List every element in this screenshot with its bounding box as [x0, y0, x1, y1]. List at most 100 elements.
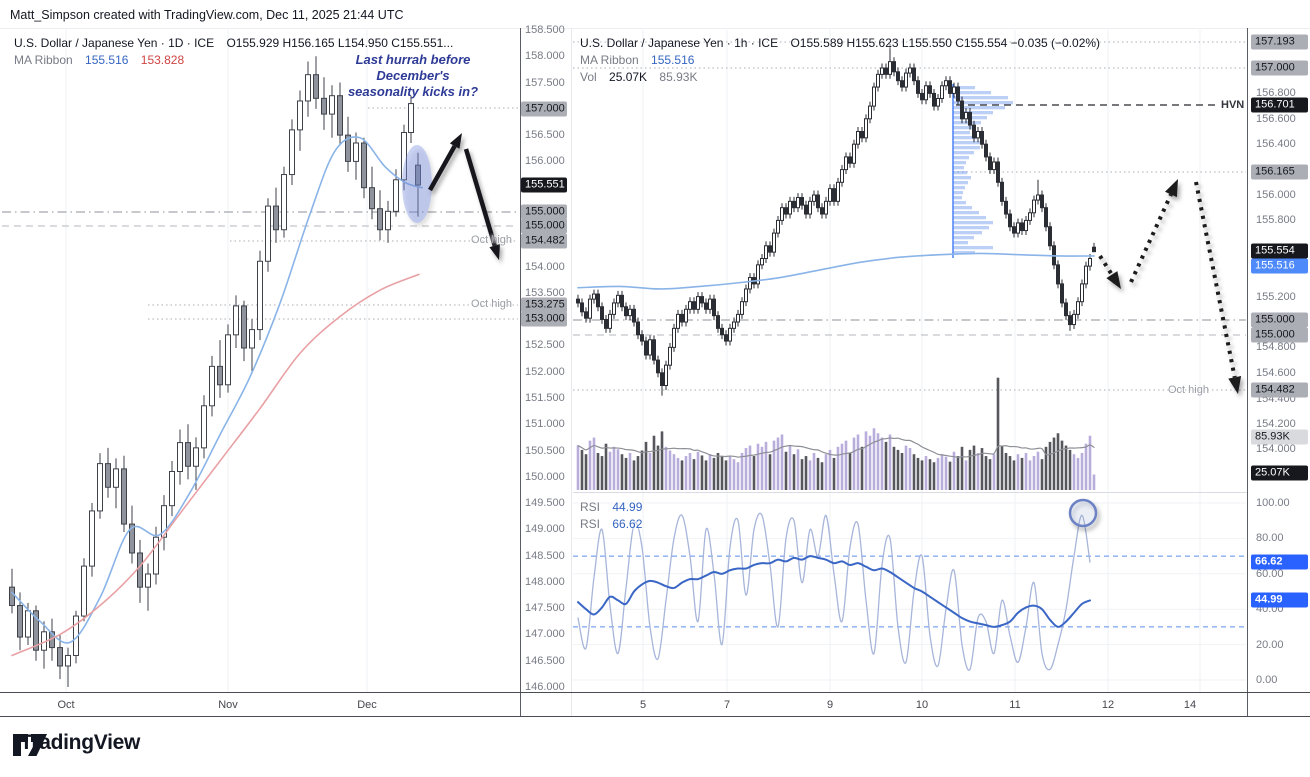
seasonality-annotation[interactable]: Last hurrah before December's seasonalit…: [347, 52, 479, 99]
right-price-label: 154.800: [1256, 341, 1296, 353]
left-price-label: 152.000: [525, 366, 565, 378]
left-price-badge: 155.551: [521, 177, 567, 193]
volume-label: Vol: [580, 70, 597, 84]
right-price-label: 155.200: [1256, 291, 1296, 303]
left-ma-fast-value: 155.516: [85, 53, 129, 67]
right-price-badge: 156.165: [1251, 164, 1308, 180]
left-price-label: 149.500: [525, 497, 565, 509]
left-price-label: 148.000: [525, 576, 565, 588]
left-ma-slow-value: 153.828: [140, 53, 185, 67]
right-price-label: 156.600: [1256, 113, 1296, 125]
right-symbol-title: U.S. Dollar / Japanese Yen · 1h · ICE: [580, 36, 779, 50]
left-price-label: 156.500: [525, 129, 565, 141]
right-price-label: 20.00: [1256, 639, 1284, 651]
left-price-label: 154.000: [525, 261, 565, 273]
rsi-label-2: RSI: [580, 517, 601, 531]
left-price-badge: 155.000: [521, 204, 567, 220]
left-price-label: 149.000: [525, 523, 565, 535]
time-tick: 11: [1009, 699, 1021, 711]
oct-high-label-lower: Oct high: [471, 298, 512, 310]
right-price-badge: 156.701: [1251, 97, 1308, 113]
time-tick: Dec: [357, 699, 377, 711]
right-price-badge: 155.000: [1251, 327, 1308, 343]
tradingview-brand[interactable]: TradingView: [12, 731, 141, 756]
right-price-label: 155.800: [1256, 214, 1296, 226]
right-price-label: 80.00: [1256, 532, 1284, 544]
rsi-legend-row-1[interactable]: RSI 44.99: [580, 500, 642, 514]
oct-high-label-right: Oct high: [1168, 384, 1209, 396]
right-price-badge: 155.554: [1251, 243, 1308, 259]
rsi-value-2: 66.62: [612, 517, 643, 531]
left-price-label: 158.000: [525, 50, 565, 62]
oct-high-label-upper: Oct high: [471, 234, 512, 246]
time-tick: 5: [639, 699, 647, 711]
left-price-label: 147.000: [525, 628, 565, 640]
left-price-label: 156.000: [525, 155, 565, 167]
left-price-label: 147.500: [525, 602, 565, 614]
right-legend-row-symbol[interactable]: U.S. Dollar / Japanese Yen · 1h · ICE O1…: [580, 36, 1100, 50]
left-price-badge: 155.000: [521, 218, 567, 234]
right-price-badge: 157.000: [1251, 60, 1308, 76]
right-price-label: 154.600: [1256, 367, 1296, 379]
left-price-badge: 157.000: [521, 101, 567, 117]
left-price-label: 146.000: [525, 681, 565, 693]
time-tick: 14: [1183, 699, 1197, 711]
left-ma-ribbon-label: MA Ribbon: [14, 53, 73, 67]
left-price-label: 153.500: [525, 287, 565, 299]
rsi-value-1: 44.99: [612, 500, 643, 514]
time-tick: 12: [1101, 699, 1115, 711]
volume-current-value: 25.07K: [609, 70, 648, 84]
right-price-label: 154.000: [1256, 443, 1296, 455]
left-price-label: 152.500: [525, 339, 565, 351]
right-legend-row-vol[interactable]: Vol 25.07K 85.93K: [580, 70, 697, 84]
left-price-label: 148.500: [525, 550, 565, 562]
left-ohlc-values: O155.929 H156.165 L154.950 C155.551...: [226, 36, 454, 50]
right-price-label: 100.00: [1256, 497, 1290, 509]
volume-ma-value: 85.93K: [659, 70, 698, 84]
right-price-badge: 85.93K: [1251, 429, 1308, 445]
left-price-label: 146.500: [525, 655, 565, 667]
rsi-label-1: RSI: [580, 500, 601, 514]
left-legend-row-ma[interactable]: MA Ribbon 155.516 153.828: [14, 53, 184, 67]
right-price-badge: 44.99: [1251, 592, 1308, 608]
left-price-badge: 153.275: [521, 297, 567, 313]
tradingview-brand-text: TradingView: [20, 731, 141, 754]
right-price-badge: 157.193: [1251, 34, 1308, 50]
time-tick: Nov: [218, 699, 238, 711]
right-price-badge: 154.482: [1251, 382, 1308, 398]
rsi-legend-row-2[interactable]: RSI 66.62: [580, 517, 642, 531]
chart-canvas[interactable]: [0, 0, 1310, 720]
right-price-badge: 25.07K: [1251, 465, 1308, 481]
right-price-label: 0.00: [1256, 674, 1278, 686]
left-legend-row-symbol[interactable]: U.S. Dollar / Japanese Yen · 1D · ICE O1…: [14, 36, 453, 50]
right-ohlc-values: O155.589 H155.623 L155.550 C155.554 −0.0…: [790, 36, 1101, 50]
left-price-badge: 154.482: [521, 233, 567, 249]
right-price-label: 156.400: [1256, 138, 1296, 150]
right-ma-ribbon-label: MA Ribbon: [580, 53, 639, 67]
left-price-label: 151.000: [525, 418, 565, 430]
time-tick: 9: [826, 699, 834, 711]
attribution-text: Matt_Simpson created with TradingView.co…: [10, 8, 404, 22]
left-price-label: 151.500: [525, 392, 565, 404]
right-price-label: 156.000: [1256, 189, 1296, 201]
left-symbol-title: U.S. Dollar / Japanese Yen · 1D · ICE: [14, 36, 215, 50]
right-price-badge: 66.62: [1251, 554, 1308, 570]
left-price-label: 157.500: [525, 77, 565, 89]
time-tick: Oct: [57, 699, 75, 711]
hvn-label: HVN: [1221, 99, 1245, 111]
right-price-label: 154.200: [1256, 418, 1296, 430]
right-price-badge: 155.000: [1251, 312, 1308, 328]
right-ma-fast-value: 155.516: [651, 53, 695, 67]
left-price-label: 150.500: [525, 445, 565, 457]
left-price-label: 158.500: [525, 24, 565, 36]
time-tick: 10: [915, 699, 929, 711]
left-price-badge: 153.000: [521, 311, 567, 327]
right-price-label: 60.00: [1256, 568, 1284, 580]
right-price-label: 156.800: [1256, 87, 1296, 99]
time-tick: 7: [723, 699, 731, 711]
right-price-badge: 155.516: [1251, 258, 1308, 274]
right-legend-row-ma[interactable]: MA Ribbon 155.516: [580, 53, 694, 67]
